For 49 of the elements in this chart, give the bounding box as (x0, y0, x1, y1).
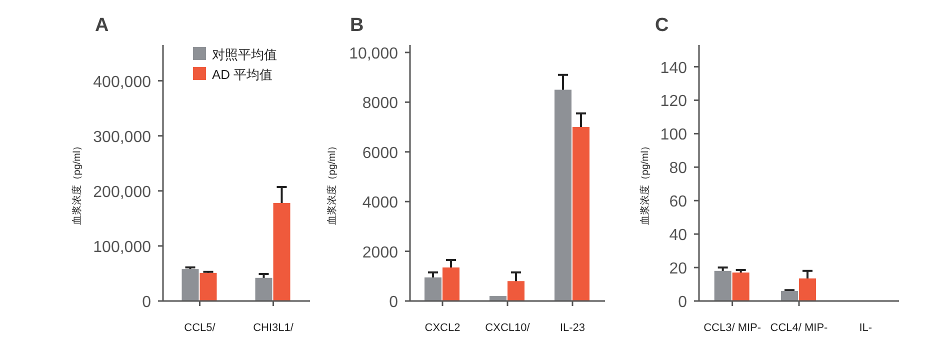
legend-label: AD 平均值 (212, 67, 273, 82)
y-tick-label: 4000 (362, 194, 398, 212)
chart-title: C (655, 15, 669, 36)
y-tick-label: 2000 (362, 244, 398, 262)
y-tick-label: 8000 (362, 95, 398, 112)
y-axis-title: 血浆浓度（pg/ml） (326, 140, 338, 226)
bar (273, 203, 290, 301)
x-tick-label: CHI3L1/ (253, 322, 294, 334)
bar (200, 272, 217, 301)
bar (554, 90, 572, 301)
bar (442, 267, 460, 301)
y-tick-label: 120 (660, 93, 688, 110)
bar (182, 269, 199, 301)
bar (572, 127, 590, 301)
y-tick-label: 300,000 (93, 128, 152, 146)
y-axis-title: 血浆浓度（pg/ml） (71, 140, 83, 226)
bar (781, 290, 798, 301)
y-tick-label: 60 (669, 194, 688, 211)
y-tick-label: 400,000 (93, 74, 152, 91)
y-tick-label: 0 (142, 294, 152, 311)
bar (424, 277, 442, 301)
y-axis-title: 血浆浓度（pg/ml） (639, 140, 651, 226)
bar (508, 281, 524, 301)
x-tick-label: IL-23 (560, 322, 586, 334)
y-tick-label: 6000 (362, 144, 398, 162)
x-tick-label: CCL3/ MIP- (704, 322, 762, 334)
y-tick-label: 100,000 (93, 238, 152, 256)
y-tick-label: 0 (678, 294, 688, 311)
chart-title: B (350, 15, 364, 36)
bar (714, 270, 732, 301)
chart-title: A (95, 15, 109, 36)
y-tick-label: 100 (660, 126, 688, 144)
x-tick-label: CXCL2 (424, 322, 460, 334)
x-tick-label: IL- (859, 322, 872, 334)
y-tick-label: 140 (660, 60, 688, 77)
x-tick-label: CCL5/ (184, 322, 216, 334)
bar (490, 296, 506, 301)
y-tick-label: 200,000 (93, 184, 152, 201)
y-tick-label: 40 (669, 227, 688, 244)
x-tick-label: CXCL10/ (485, 322, 531, 334)
legend-label: 对照平均值 (212, 47, 277, 62)
bar (255, 278, 272, 301)
bar (732, 272, 750, 301)
y-tick-label: 80 (669, 160, 688, 178)
y-tick-label: 0 (389, 294, 398, 311)
bar (799, 278, 816, 301)
y-tick-label: 10,000 (349, 45, 398, 62)
x-tick-label: CCL4/ MIP- (770, 322, 828, 334)
y-tick-label: 20 (669, 260, 688, 278)
